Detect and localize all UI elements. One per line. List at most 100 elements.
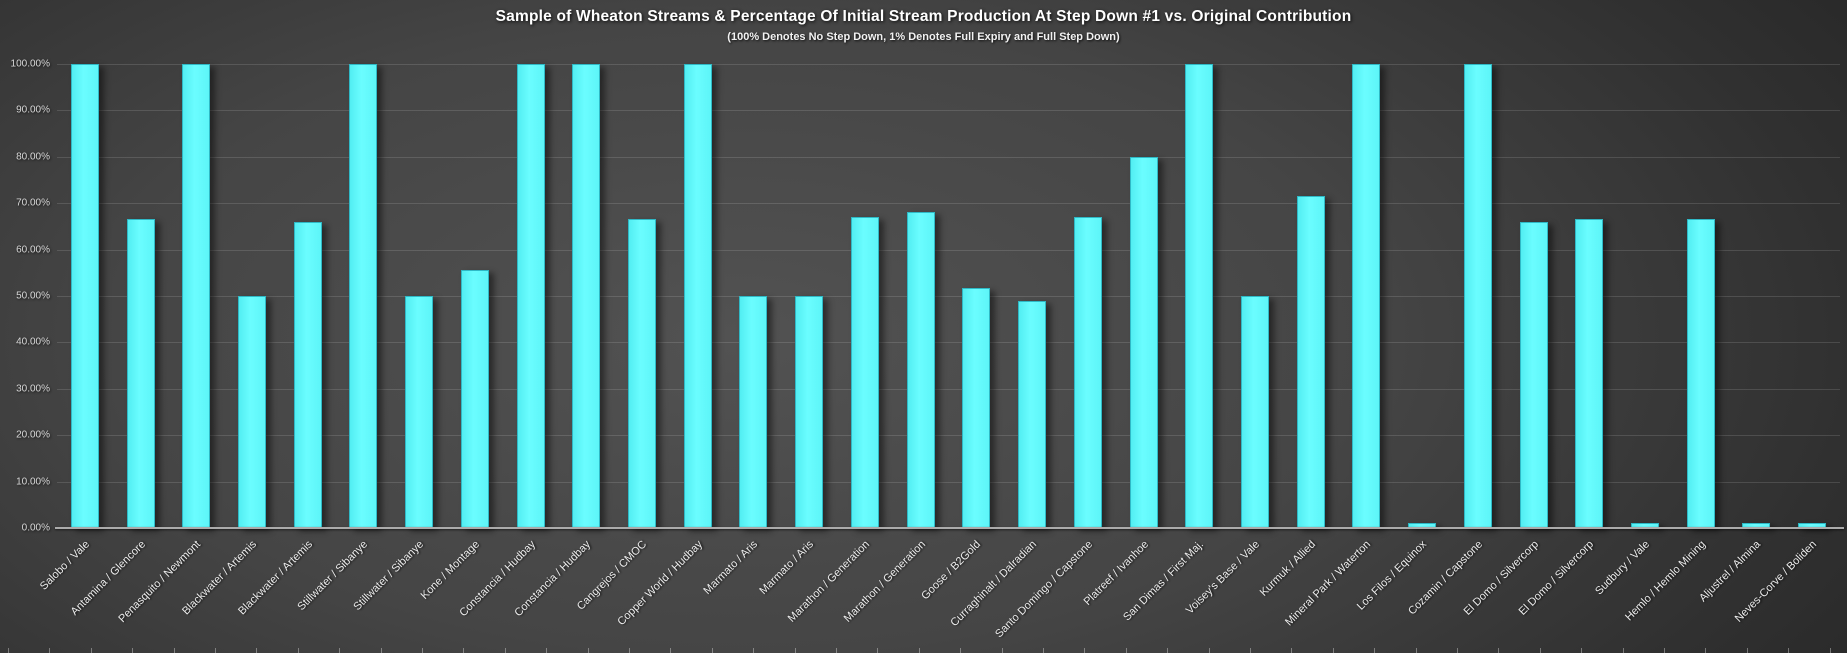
bar-slot bbox=[113, 64, 169, 528]
bottom-tick bbox=[1415, 648, 1417, 653]
bar[interactable] bbox=[962, 287, 991, 528]
bar[interactable] bbox=[1742, 523, 1771, 528]
bar[interactable] bbox=[628, 218, 657, 528]
bar[interactable] bbox=[1352, 64, 1381, 528]
y-axis-tick-label: 60.00% bbox=[16, 244, 50, 256]
bar-slot bbox=[837, 64, 893, 528]
bar[interactable] bbox=[70, 64, 99, 528]
bottom-tick bbox=[90, 648, 92, 653]
bottom-tick bbox=[297, 648, 299, 653]
bottom-tick bbox=[918, 648, 920, 653]
bar[interactable] bbox=[1686, 218, 1715, 528]
bar[interactable] bbox=[460, 270, 489, 528]
bar[interactable] bbox=[349, 64, 378, 528]
y-axis-tick-label: 50.00% bbox=[16, 290, 50, 302]
bottom-tick bbox=[753, 648, 755, 653]
y-axis: 0.00% 10.00% 20.00% 30.00% 40.00% 50.00% 60.00… bbox=[0, 59, 52, 534]
bottom-tick bbox=[1250, 648, 1251, 653]
bottom-tick bbox=[1498, 648, 1500, 653]
bar[interactable] bbox=[1463, 64, 1492, 528]
x-axis-category-label: Salobo / Vale bbox=[37, 538, 92, 593]
bar-slot bbox=[670, 64, 726, 528]
bar-slot bbox=[1506, 64, 1562, 528]
bottom-tick bbox=[629, 648, 630, 653]
x-axis-line bbox=[55, 527, 1844, 529]
bottom-tick bbox=[173, 648, 175, 653]
gridline bbox=[57, 249, 1840, 251]
bar[interactable] bbox=[1519, 221, 1548, 528]
bottom-tick bbox=[1581, 648, 1583, 653]
bar-slot bbox=[1171, 64, 1227, 528]
bar[interactable] bbox=[1240, 296, 1269, 528]
bottom-tick bbox=[670, 648, 672, 653]
x-axis-category-label: Santo Domingo / Capstone bbox=[992, 538, 1095, 641]
gridline bbox=[57, 110, 1840, 112]
bottom-tick bbox=[1539, 648, 1541, 653]
bottom-tick bbox=[339, 648, 341, 653]
x-axis-category-label: Kone / Montage bbox=[418, 538, 482, 602]
bottom-tick bbox=[422, 648, 423, 653]
gridline bbox=[57, 64, 1840, 65]
bar[interactable] bbox=[850, 217, 879, 528]
bar[interactable] bbox=[405, 296, 434, 528]
bottom-tick bbox=[1167, 648, 1169, 653]
gridline bbox=[57, 435, 1840, 437]
bottom-tick bbox=[1043, 648, 1044, 653]
gridline bbox=[57, 481, 1840, 483]
bottom-tick bbox=[380, 648, 382, 653]
gridline bbox=[57, 156, 1840, 158]
bottom-tick bbox=[8, 648, 9, 653]
bar[interactable] bbox=[1185, 64, 1214, 528]
bottom-tick bbox=[1208, 648, 1210, 653]
bottom-tick bbox=[1457, 648, 1458, 653]
bar[interactable] bbox=[1296, 196, 1325, 528]
bar[interactable] bbox=[1018, 300, 1047, 528]
bar[interactable] bbox=[906, 212, 935, 528]
bar-slot bbox=[1450, 64, 1506, 528]
y-axis-tick-label: 0.00% bbox=[21, 522, 50, 534]
bar-slot bbox=[781, 64, 837, 528]
bar[interactable] bbox=[1798, 523, 1827, 528]
bar[interactable] bbox=[739, 296, 768, 528]
bar-slot bbox=[1784, 64, 1840, 528]
bar[interactable] bbox=[293, 221, 322, 528]
bottom-tick bbox=[711, 648, 713, 653]
bar-slot bbox=[614, 64, 670, 528]
bar-slot bbox=[893, 64, 949, 528]
bar-slot bbox=[1339, 64, 1395, 528]
bottom-tick bbox=[1332, 648, 1334, 653]
bottom-tick bbox=[504, 648, 506, 653]
bar[interactable] bbox=[516, 64, 545, 528]
bar[interactable] bbox=[238, 296, 267, 528]
bar[interactable] bbox=[1575, 218, 1604, 528]
bar[interactable] bbox=[1129, 156, 1158, 528]
bottom-tick bbox=[960, 648, 962, 653]
bar-slot bbox=[949, 64, 1005, 528]
bar[interactable] bbox=[683, 64, 712, 528]
bar[interactable] bbox=[1630, 523, 1659, 528]
y-axis-tick-label: 70.00% bbox=[16, 197, 50, 209]
bar-slot bbox=[1004, 64, 1060, 528]
bar-slot bbox=[1116, 64, 1172, 528]
bar-slot bbox=[1283, 64, 1339, 528]
y-axis-tick-label: 20.00% bbox=[16, 429, 50, 441]
bar[interactable] bbox=[182, 64, 211, 528]
bottom-tick bbox=[1829, 648, 1831, 653]
bar-slot bbox=[558, 64, 614, 528]
bottom-tick bbox=[1291, 648, 1293, 653]
bar[interactable] bbox=[795, 296, 824, 528]
bottom-tick bbox=[49, 648, 51, 653]
gridline bbox=[57, 388, 1840, 390]
bar-slot bbox=[1394, 64, 1450, 528]
bottom-tick bbox=[877, 648, 879, 653]
bar[interactable] bbox=[1073, 217, 1102, 528]
bar-slot bbox=[168, 64, 224, 528]
chart-title: Sample of Wheaton Streams & Percentage O… bbox=[495, 8, 1352, 25]
bottom-tick bbox=[215, 648, 216, 653]
bar[interactable] bbox=[126, 218, 155, 528]
chart-subtitle: (100% Denotes No Step Down, 1% Denotes F… bbox=[727, 31, 1120, 43]
bar-slot bbox=[280, 64, 336, 528]
bar[interactable] bbox=[572, 64, 601, 528]
bar[interactable] bbox=[1408, 523, 1437, 528]
bottom-tick bbox=[1622, 648, 1624, 653]
